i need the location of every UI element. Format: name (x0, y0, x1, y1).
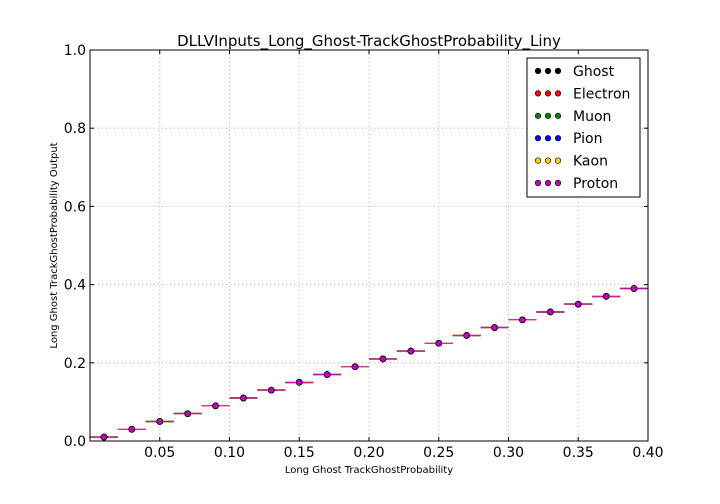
data-point (491, 324, 498, 331)
legend-item-electron: Electron (534, 86, 630, 102)
legend-marker (544, 179, 552, 187)
legend-marker (544, 67, 552, 75)
legend-marker (534, 157, 542, 164)
legend-label: Electron (573, 86, 630, 102)
x-tick-label: 0.30 (493, 445, 524, 461)
x-tick-label: 0.05 (144, 445, 175, 461)
legend-marker (534, 179, 542, 187)
y-tick-label: 0.6 (64, 199, 86, 215)
legend: Ghost Electron Muon Pion Kaon Proton (526, 57, 641, 198)
x-axis-label: Long Ghost TrackGhostProbability (285, 465, 453, 476)
data-point (240, 394, 247, 402)
y-tick-label: 0.0 (64, 434, 86, 450)
series-proton-points (100, 285, 638, 441)
legend-marker (534, 67, 542, 75)
x-tick-label: 0.15 (284, 445, 315, 461)
legend-marker (554, 157, 562, 164)
data-point (351, 363, 359, 371)
legend-marker (534, 112, 542, 119)
data-point (184, 410, 191, 417)
legend-marker (554, 67, 562, 75)
legend-marker (544, 157, 552, 164)
y-tick-label: 0.2 (64, 356, 86, 372)
data-point (128, 425, 136, 433)
x-tick-label: 0.40 (632, 445, 663, 461)
legend-marker (554, 179, 562, 187)
legend-marker (534, 90, 542, 97)
legend-marker (544, 135, 552, 142)
series-layer (90, 285, 648, 441)
legend-item-pion: Pion (534, 131, 602, 147)
y-tick-label: 0.4 (64, 278, 86, 294)
legend-marker (554, 112, 562, 119)
x-tick-label: 0.25 (423, 445, 454, 461)
x-tick-label: 0.35 (563, 445, 594, 461)
data-point (323, 371, 331, 378)
data-point (463, 332, 470, 339)
data-point (547, 308, 554, 316)
x-tick-label: 0.10 (214, 445, 245, 461)
data-point (574, 300, 582, 308)
data-point (100, 433, 108, 441)
data-point (379, 355, 387, 363)
legend-item-kaon: Kaon (534, 154, 608, 170)
y-tick-label: 1.0 (64, 43, 86, 59)
legend-item-proton: Proton (534, 176, 618, 192)
data-point (602, 293, 610, 300)
legend-item-muon: Muon (534, 109, 611, 125)
chart-title: DLLVInputs_Long_Ghost-TrackGhostProbabil… (177, 32, 561, 51)
legend-marker (554, 135, 562, 142)
data-point (630, 285, 638, 292)
legend-marker (544, 112, 552, 119)
x-tick-label: 0.20 (353, 445, 384, 461)
data-point (435, 339, 443, 347)
data-point (268, 386, 275, 394)
legend-item-ghost: Ghost (534, 64, 615, 80)
legend-label: Kaon (573, 154, 608, 170)
y-axis-label: Long Ghost TrackGhostProbability Output (49, 142, 60, 348)
legend-label: Muon (573, 109, 611, 125)
data-point (212, 402, 219, 410)
legend-label: Proton (573, 176, 618, 192)
legend-label: Pion (573, 131, 602, 147)
legend-marker (554, 90, 562, 97)
legend-box (526, 57, 641, 198)
data-point (295, 379, 303, 386)
legend-marker (534, 135, 542, 142)
data-point (156, 418, 164, 425)
data-point (519, 316, 526, 324)
legend-marker (544, 90, 552, 97)
data-point (407, 347, 415, 355)
y-tick-label: 0.8 (64, 121, 86, 137)
axis-ticks: 0.05 0.10 0.15 0.20 0.25 0.30 0.35 0.40 0.0 0.2 0.… (64, 43, 664, 461)
legend-label: Ghost (573, 64, 615, 80)
